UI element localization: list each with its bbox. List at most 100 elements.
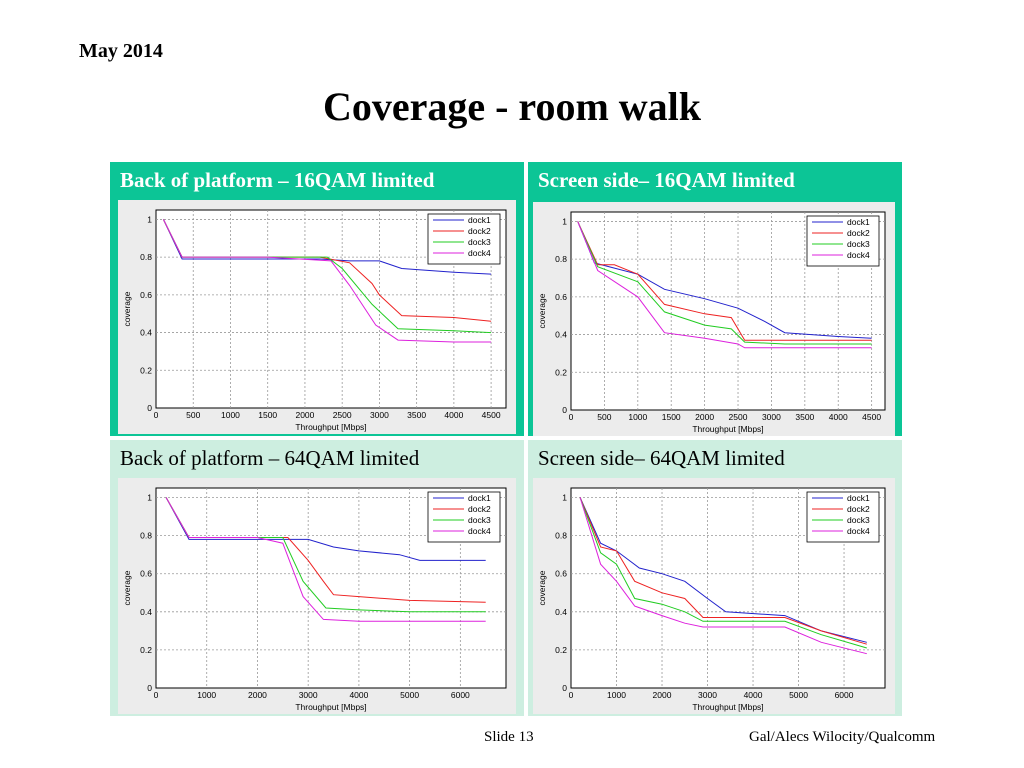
y-tick-label: 0.2 [140, 645, 152, 655]
coverage-chart-back-16qam: 0 500 1000 1500 2000 2500 3000 3500 4000 4500 0 0.2… [122, 209, 507, 432]
legend-entry: dock2 [847, 228, 870, 238]
coverage-chart-back-64qam: 0 1000 2000 3000 4000 5000 6000 0 0.2 0.4 0.6 0.8 1 T… [122, 487, 507, 712]
x-tick-label: 3000 [698, 690, 717, 700]
legend-entry: dock1 [847, 217, 870, 227]
x-tick-label: 5000 [789, 690, 808, 700]
series-line-dock2 [579, 497, 867, 645]
y-axis-label: coverage [537, 570, 547, 605]
slide-title: Coverage - room walk [322, 84, 702, 129]
x-tick-label: 2500 [333, 410, 352, 420]
x-tick-label: 2000 [695, 412, 714, 422]
x-tick-label: 1500 [258, 410, 277, 420]
x-tick-label: 3500 [407, 410, 426, 420]
y-tick-label: 1 [147, 214, 152, 224]
series-line-dock1 [165, 497, 486, 561]
x-tick-label: 6000 [835, 690, 854, 700]
coverage-chart-screen-64qam: 0 1000 2000 3000 4000 5000 6000 0 0.2 0.4 0.6 0.8 1 T… [537, 487, 886, 712]
panel-screen-16qam: Screen side– 16QAM limited 0 500 1000 1500 2… [528, 162, 902, 436]
y-axis-label: coverage [122, 570, 132, 605]
legend-entry: dock2 [468, 504, 491, 514]
series-line-dock1 [579, 497, 867, 643]
y-tick-label: 0.8 [140, 252, 152, 262]
y-axis-label: coverage [122, 291, 132, 326]
panel-title: Screen side– 16QAM limited [538, 168, 795, 192]
x-tick-label: 4500 [482, 410, 501, 420]
footer-author: Gal/Alecs Wilocity/Qualcomm [749, 729, 936, 745]
panel-title: Back of platform – 64QAM limited [120, 446, 420, 470]
y-tick-label: 0.4 [555, 607, 567, 617]
legend-box [806, 215, 880, 267]
legend-entry: dock4 [468, 526, 491, 536]
series-line-dock3 [579, 497, 867, 649]
panel-back-16qam: Back of platform – 16QAM limited 0 500 100… [110, 162, 524, 436]
panel-title: Screen side– 64QAM limited [538, 446, 785, 470]
legend-box [806, 491, 880, 543]
y-tick-label: 0.2 [140, 365, 152, 375]
panel-back-64qam: Back of platform – 64QAM limited 0 1000 20… [110, 440, 524, 716]
y-tick-label: 0 [147, 403, 152, 413]
x-axis-label: Throughput [Mbps] [692, 702, 763, 712]
x-tick-label: 4000 [444, 410, 463, 420]
x-axis-label: Throughput [Mbps] [295, 422, 366, 432]
x-tick-label: 2500 [729, 412, 748, 422]
x-tick-label: 1000 [221, 410, 240, 420]
x-tick-label: 5000 [400, 690, 419, 700]
y-tick-label: 0.6 [140, 569, 152, 579]
y-tick-label: 0.4 [140, 328, 152, 338]
legend-entry: dock3 [468, 515, 491, 525]
x-tick-label: 500 [186, 410, 200, 420]
x-tick-label: 6000 [451, 690, 470, 700]
x-tick-label: 0 [569, 690, 574, 700]
x-tick-label: 3500 [795, 412, 814, 422]
x-tick-label: 2000 [653, 690, 672, 700]
legend-entry: dock4 [468, 248, 491, 258]
slide-number: Slide 13 [484, 729, 534, 745]
series-line-dock3 [577, 221, 872, 345]
y-axis-label: coverage [537, 293, 547, 328]
y-tick-label: 0.8 [140, 531, 152, 541]
coverage-chart-screen-16qam: 0 500 1000 1500 2000 2500 3000 3500 4000 4500 0 0.2… [537, 211, 886, 434]
x-tick-label: 2000 [248, 690, 267, 700]
x-tick-label: 4000 [829, 412, 848, 422]
x-tick-label: 0 [569, 412, 574, 422]
x-tick-label: 1000 [197, 690, 216, 700]
y-tick-label: 0 [562, 683, 567, 693]
series-line-dock4 [577, 221, 872, 349]
series-line-dock2 [577, 221, 872, 341]
legend-entry: dock1 [468, 493, 491, 503]
x-tick-label: 0 [154, 410, 159, 420]
legend-entry: dock2 [468, 226, 491, 236]
y-tick-label: 0.6 [140, 290, 152, 300]
legend-box [427, 213, 501, 265]
x-tick-label: 500 [597, 412, 611, 422]
series-line-dock1 [577, 221, 872, 339]
y-tick-label: 1 [562, 216, 567, 226]
x-tick-label: 3000 [762, 412, 781, 422]
x-tick-label: 4500 [862, 412, 881, 422]
x-tick-label: 1000 [628, 412, 647, 422]
legend-entry: dock3 [847, 515, 870, 525]
x-axis-label: Throughput [Mbps] [692, 424, 763, 434]
y-tick-label: 1 [562, 493, 567, 503]
x-tick-label: 1000 [607, 690, 626, 700]
y-tick-label: 0.8 [555, 254, 567, 264]
x-tick-label: 4000 [744, 690, 763, 700]
legend-entry: dock4 [847, 526, 870, 536]
x-tick-label: 0 [154, 690, 159, 700]
y-tick-label: 0 [147, 683, 152, 693]
x-tick-label: 4000 [349, 690, 368, 700]
y-tick-label: 0.2 [555, 645, 567, 655]
y-tick-label: 0.8 [555, 531, 567, 541]
x-tick-label: 3000 [299, 690, 318, 700]
panel-screen-64qam: Screen side– 64QAM limited 0 1000 2000 3000… [528, 440, 902, 716]
panel-title: Back of platform – 16QAM limited [120, 168, 435, 192]
y-tick-label: 0.6 [555, 569, 567, 579]
header-date: May 2014 [79, 40, 163, 62]
y-tick-label: 0.4 [140, 607, 152, 617]
legend-entry: dock2 [847, 504, 870, 514]
series-line-dock1 [162, 219, 492, 275]
legend-entry: dock1 [468, 215, 491, 225]
x-tick-label: 2000 [295, 410, 314, 420]
y-tick-label: 0.6 [555, 292, 567, 302]
y-tick-label: 1 [147, 493, 152, 503]
